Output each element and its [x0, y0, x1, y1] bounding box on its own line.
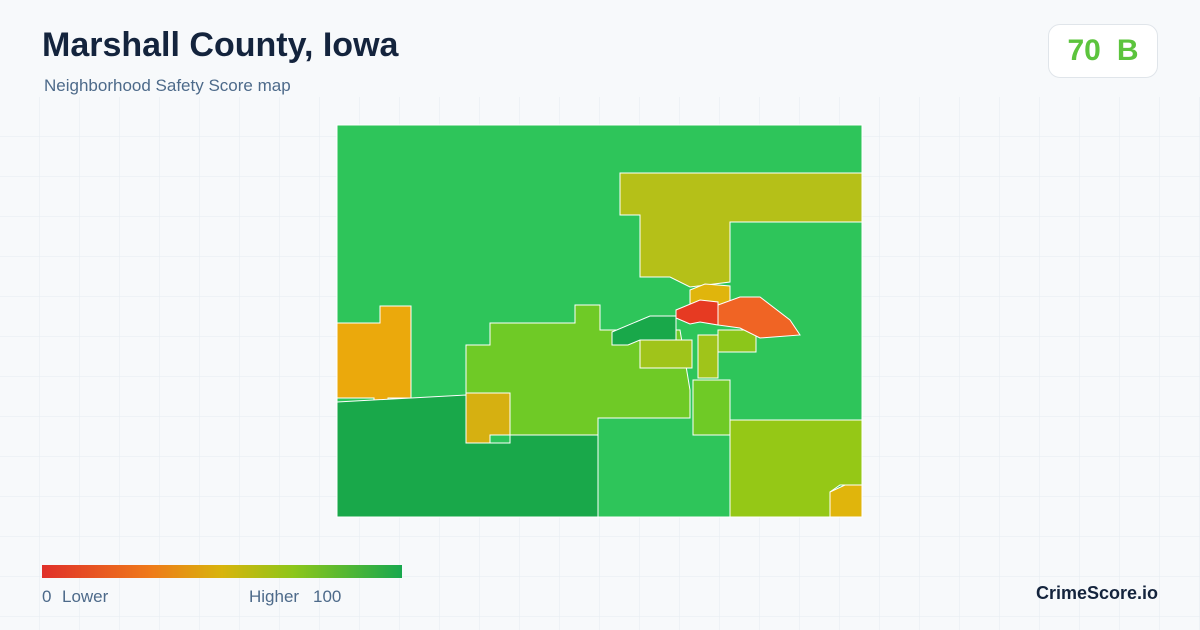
legend-high-label: Higher	[249, 587, 300, 606]
region	[619, 172, 863, 288]
header-band	[0, 0, 1200, 97]
subtitle: Neighborhood Safety Score map	[44, 76, 291, 95]
region	[729, 419, 863, 518]
legend-low-label: Lower	[62, 587, 109, 606]
region	[829, 484, 863, 518]
brand: CrimeScore.io	[1035, 583, 1158, 603]
region	[336, 305, 412, 407]
region	[692, 379, 731, 436]
score: 70	[1067, 34, 1101, 67]
region	[717, 296, 801, 339]
region	[675, 299, 719, 326]
title: Marshall County, Iowa	[42, 26, 399, 64]
score-badge: 70 B	[1048, 24, 1158, 78]
county-map	[336, 124, 863, 518]
legend-max: 100	[313, 587, 342, 606]
region	[611, 315, 677, 346]
legend-min: 0	[42, 587, 52, 606]
legend-gradient	[42, 565, 402, 578]
region	[697, 334, 719, 379]
region	[639, 339, 693, 369]
region	[465, 392, 511, 444]
grade: B	[1116, 34, 1139, 67]
